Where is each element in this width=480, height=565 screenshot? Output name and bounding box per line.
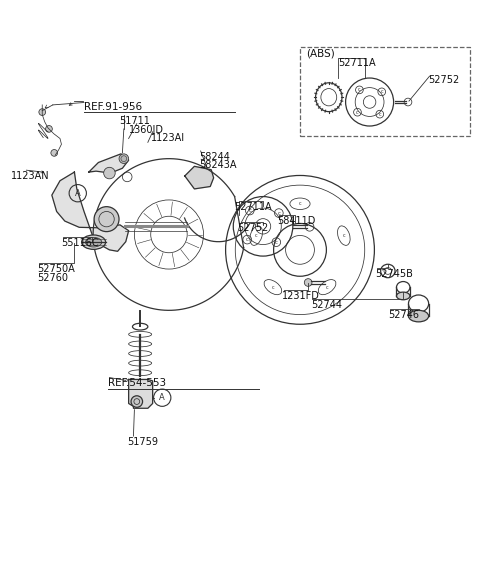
- Text: c: c: [378, 112, 381, 116]
- Bar: [300, 47, 470, 136]
- Circle shape: [39, 108, 46, 115]
- Circle shape: [46, 125, 52, 132]
- Circle shape: [51, 150, 58, 157]
- Circle shape: [104, 167, 115, 179]
- Text: 55116C: 55116C: [61, 238, 99, 249]
- Text: REF.54-553: REF.54-553: [108, 379, 166, 389]
- Text: c: c: [358, 88, 361, 93]
- Text: 52711A: 52711A: [234, 202, 272, 212]
- Text: 51711: 51711: [119, 116, 150, 126]
- Text: 52746: 52746: [388, 310, 419, 320]
- Text: c: c: [299, 201, 301, 206]
- Text: 52752: 52752: [429, 75, 460, 85]
- Polygon shape: [129, 380, 153, 408]
- Text: 52752: 52752: [238, 223, 269, 233]
- Ellipse shape: [408, 310, 429, 322]
- Circle shape: [119, 154, 129, 163]
- Text: 52745B: 52745B: [375, 269, 413, 279]
- Text: c: c: [272, 285, 274, 290]
- Polygon shape: [185, 166, 214, 189]
- Text: 1231FD: 1231FD: [282, 291, 320, 301]
- Polygon shape: [52, 172, 129, 251]
- Circle shape: [304, 279, 312, 286]
- Circle shape: [131, 396, 143, 407]
- Text: c: c: [381, 89, 383, 94]
- Ellipse shape: [82, 235, 106, 249]
- Text: 1123AN: 1123AN: [11, 171, 49, 181]
- Text: (ABS): (ABS): [306, 48, 335, 58]
- Text: c: c: [255, 233, 257, 238]
- Circle shape: [94, 207, 119, 232]
- Text: REF.91-956: REF.91-956: [84, 102, 142, 112]
- Text: c: c: [277, 211, 280, 216]
- Text: 52760: 52760: [37, 273, 69, 283]
- Text: 58411D: 58411D: [277, 216, 316, 226]
- Text: c: c: [275, 240, 278, 245]
- Text: 58243A: 58243A: [199, 160, 237, 170]
- Ellipse shape: [396, 292, 410, 300]
- Text: A: A: [75, 189, 81, 198]
- Text: c: c: [248, 208, 251, 213]
- Text: 51759: 51759: [127, 437, 158, 447]
- Text: 52711A: 52711A: [338, 58, 376, 68]
- Polygon shape: [89, 154, 129, 173]
- Text: 58244: 58244: [199, 152, 230, 162]
- Text: c: c: [343, 233, 345, 238]
- Text: 52750A: 52750A: [37, 264, 75, 274]
- Text: 52744: 52744: [311, 300, 342, 310]
- Text: 1123AI: 1123AI: [151, 133, 185, 143]
- Text: c: c: [246, 237, 249, 242]
- Text: c: c: [356, 110, 359, 115]
- Text: A: A: [159, 393, 165, 402]
- Text: 1360JD: 1360JD: [129, 124, 164, 134]
- Text: c: c: [326, 285, 328, 290]
- Ellipse shape: [85, 237, 102, 247]
